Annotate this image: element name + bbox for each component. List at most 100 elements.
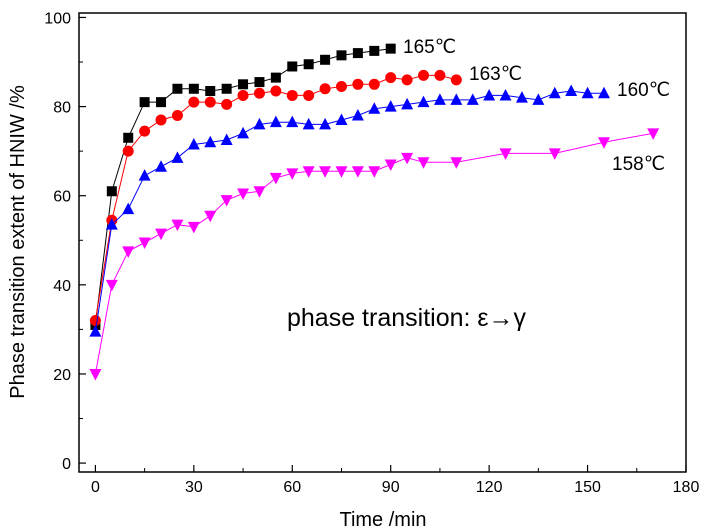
data-point	[89, 314, 101, 326]
data-point	[417, 157, 430, 169]
x-tick-label: 0	[91, 479, 100, 496]
data-point	[401, 152, 414, 165]
data-point	[122, 202, 135, 215]
data-point	[221, 83, 232, 94]
data-point	[253, 87, 265, 99]
data-point	[122, 246, 135, 258]
data-point	[483, 88, 496, 101]
data-point	[565, 84, 578, 96]
data-point	[499, 148, 512, 160]
data-point	[303, 89, 315, 101]
data-point	[499, 88, 512, 101]
data-point	[597, 137, 610, 149]
y-tick-label: 0	[62, 456, 71, 473]
data-point	[188, 83, 199, 94]
x-tick-label: 150	[574, 479, 601, 496]
y-axis-title: Phase transition extent of HNIW /%	[7, 85, 29, 399]
data-point	[302, 166, 315, 178]
data-point	[105, 218, 118, 230]
data-point	[221, 98, 233, 110]
data-point	[384, 159, 397, 172]
data-point	[352, 48, 363, 59]
y-tick-label: 100	[44, 10, 71, 27]
data-point	[237, 126, 250, 139]
data-point	[597, 86, 610, 99]
data-point	[369, 45, 380, 56]
data-point	[335, 81, 347, 93]
series-0	[90, 43, 396, 330]
data-point	[532, 93, 545, 105]
series-label-165: 165℃	[403, 37, 456, 58]
x-tick-label: 90	[382, 479, 400, 496]
data-point	[450, 157, 463, 169]
series-label-163: 163℃	[469, 64, 522, 85]
data-point	[647, 128, 660, 140]
data-point	[270, 72, 281, 83]
data-point	[287, 61, 298, 72]
series-1	[89, 69, 462, 326]
data-point	[303, 59, 314, 70]
data-point	[385, 72, 397, 84]
data-point	[172, 83, 183, 94]
data-point	[450, 74, 462, 86]
data-point	[336, 50, 347, 61]
data-point	[253, 117, 266, 130]
data-point	[384, 100, 397, 112]
x-axis-title: Time /min	[339, 509, 426, 530]
data-point	[122, 145, 134, 157]
y-tick-label: 80	[53, 100, 71, 117]
data-point	[352, 78, 364, 90]
data-point	[401, 74, 413, 86]
x-tick-label: 60	[283, 479, 301, 496]
series-3	[89, 128, 660, 381]
data-point	[269, 172, 282, 185]
data-point	[450, 93, 463, 105]
data-point	[351, 166, 364, 178]
data-point	[515, 91, 528, 103]
y-tick-label: 60	[53, 189, 71, 206]
series-2	[89, 84, 610, 337]
data-point	[581, 86, 594, 99]
data-point	[286, 89, 298, 101]
series-line	[94, 90, 604, 332]
data-point	[286, 168, 299, 180]
data-point	[155, 114, 167, 126]
series-line	[94, 74, 457, 321]
data-point	[106, 186, 117, 197]
data-point	[188, 96, 200, 108]
series-label-158: 158℃	[612, 154, 665, 175]
data-point	[286, 115, 299, 128]
data-point	[433, 93, 446, 105]
data-point	[335, 113, 348, 125]
data-point	[319, 117, 332, 130]
data-point	[320, 54, 331, 65]
data-point	[335, 166, 348, 178]
x-tick-label: 180	[673, 479, 700, 496]
data-point	[401, 97, 414, 110]
data-point	[204, 210, 217, 223]
x-tick-label: 30	[185, 479, 203, 496]
data-point	[238, 79, 249, 90]
data-point	[269, 115, 282, 128]
data-point	[548, 86, 561, 99]
data-point	[155, 228, 168, 241]
data-point	[548, 148, 561, 160]
plot-frame	[78, 12, 687, 473]
data-point	[187, 221, 200, 234]
data-point	[368, 166, 381, 178]
data-point	[187, 137, 200, 150]
data-point	[220, 133, 233, 146]
data-point	[302, 117, 315, 130]
data-point	[123, 132, 134, 143]
data-point	[253, 186, 266, 198]
data-point	[254, 77, 265, 88]
data-point	[237, 89, 249, 101]
data-point	[270, 85, 282, 97]
data-point	[138, 237, 151, 249]
data-point	[171, 109, 183, 121]
data-point	[368, 102, 381, 114]
data-point	[434, 69, 446, 81]
data-point	[466, 93, 479, 105]
